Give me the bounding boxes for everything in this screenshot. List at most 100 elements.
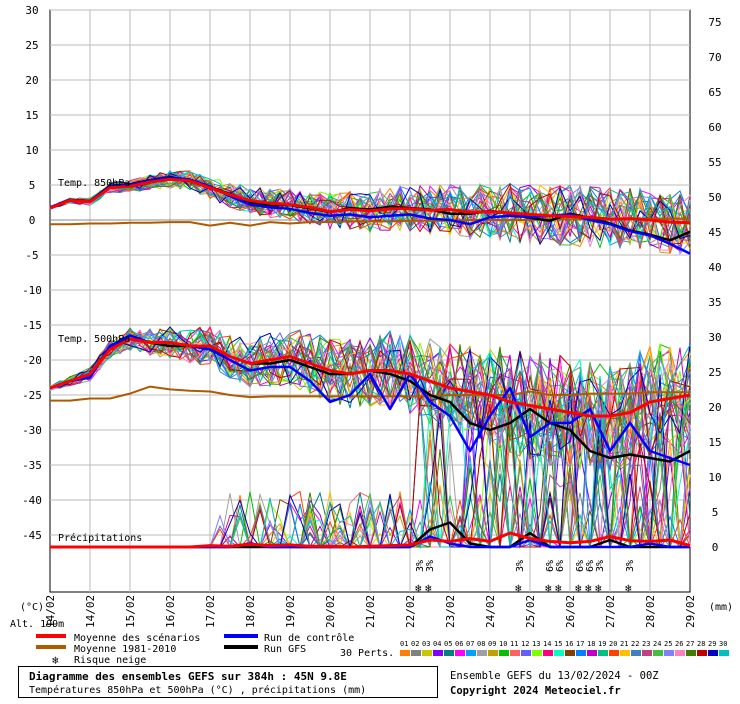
pert-number: 04 — [433, 640, 441, 648]
snow-icon: ❄ — [425, 582, 432, 595]
snow-risk-pct: 3% — [595, 560, 606, 572]
pert-number: 21 — [620, 640, 628, 648]
pert-color-box — [455, 650, 465, 656]
legend-gfs-label: Run GFS — [264, 644, 306, 655]
right-tick-label: 25 — [708, 366, 721, 379]
pert-line-500 — [49, 327, 691, 463]
left-tick-label: -35 — [22, 459, 42, 472]
pert-number: 03 — [422, 640, 430, 648]
chart-subtitle: Températures 850hPa et 500hPa (°C) , pré… — [29, 685, 367, 696]
pert-color-box — [708, 650, 718, 656]
pert-number: 29 — [708, 640, 716, 648]
pert-number: 16 — [565, 640, 573, 648]
pert-number: 08 — [477, 640, 485, 648]
x-axis-label: 15/02 — [124, 595, 137, 628]
pert-color-box — [631, 650, 641, 656]
right-tick-label: 60 — [708, 121, 721, 134]
right-tick-label: 10 — [708, 471, 721, 484]
snow-risk-pct: 3% — [625, 560, 636, 572]
legend-gfs-swatch — [224, 645, 258, 649]
left-tick-label: 15 — [25, 109, 38, 122]
legend-clim-swatch — [36, 645, 66, 649]
series-precip-moyenne-des-sc-narios — [50, 531, 691, 549]
snow-risk-pct: 3% — [415, 560, 426, 572]
x-axis-label: 14/02 — [84, 595, 97, 628]
x-axis-label: 25/02 — [524, 595, 537, 628]
pert-number: 20 — [609, 640, 617, 648]
pert-color-box — [543, 650, 553, 656]
pert-color-box — [675, 650, 685, 656]
pert-color-box — [642, 650, 652, 656]
pert-number: 05 — [444, 640, 452, 648]
pert-color-box — [400, 650, 410, 656]
legend-mean-swatch — [36, 634, 66, 638]
right-tick-label: 40 — [708, 261, 721, 274]
right-tick-label: 50 — [708, 191, 721, 204]
pert-number: 30 — [719, 640, 727, 648]
pert-color-box — [510, 650, 520, 656]
right-tick-label: 35 — [708, 296, 721, 309]
pert-color-box — [422, 650, 432, 656]
series-t500-moyenne-des-sc-narios — [49, 337, 691, 418]
precip-panel-label: Précipitations — [58, 532, 142, 544]
pert-color-box — [609, 650, 619, 656]
snow-icon: ❄ — [625, 582, 632, 595]
pert-color-box — [587, 650, 597, 656]
x-axis-label: 17/02 — [204, 595, 217, 628]
pert-color-box — [576, 650, 586, 656]
snow-icon: ❄ — [555, 582, 562, 595]
pert-line-500 — [49, 334, 691, 460]
copyright: Copyright 2024 Meteociel.fr — [450, 685, 621, 697]
snow-icon: ❄ — [585, 582, 592, 595]
x-axis-label: 28/02 — [644, 595, 657, 628]
pert-number: 07 — [466, 640, 474, 648]
t850-panel-label: Temp. 850hPa — [58, 178, 130, 189]
right-tick-label: 5 — [712, 506, 719, 519]
pert-color-box — [477, 650, 487, 656]
pert-color-box — [411, 650, 421, 656]
x-axis-label: 26/02 — [564, 595, 577, 628]
pert-color-box — [532, 650, 542, 656]
snow-icon: ❄ — [415, 582, 422, 595]
pert-number: 10 — [499, 640, 507, 648]
legend-control-label: Run de contrôle — [264, 632, 354, 644]
pert-number: 12 — [521, 640, 529, 648]
pert-number: 06 — [455, 640, 463, 648]
pert-line-500 — [49, 328, 691, 452]
pert-color-box — [433, 650, 443, 656]
legend: Moyenne des scénarios Moyenne 1981-2010 … — [36, 632, 729, 667]
pert-number: 24 — [653, 640, 661, 648]
pert-color-box — [697, 650, 707, 656]
left-axis-unit: (°C) — [20, 602, 44, 613]
pert-number: 19 — [598, 640, 606, 648]
legend-mean-label: Moyenne des scénarios — [74, 632, 200, 644]
legend-perts-label: 30 Perts. — [340, 648, 394, 659]
main-series-lines — [49, 176, 691, 549]
right-tick-label: 15 — [708, 436, 721, 449]
pert-number: 13 — [532, 640, 540, 648]
snow-icon: ❄ — [575, 582, 582, 595]
snow-icon: ❄ — [595, 582, 602, 595]
pert-color-box — [466, 650, 476, 656]
pert-color-box — [620, 650, 630, 656]
left-axis-ticks: 30 25 20 15 10 5 0 -5 -10 -15 -20 -25 -30 -35 -40 -45 — [22, 4, 42, 542]
pert-number: 15 — [554, 640, 562, 648]
pert-line-850 — [49, 173, 691, 244]
legend-snow-label: Risque neige — [74, 655, 146, 666]
right-tick-label: 70 — [708, 51, 721, 64]
right-tick-label: 65 — [708, 86, 721, 99]
snow-icon: ❄ — [52, 654, 59, 667]
x-axis-labels: 14/02 14/02 15/02 16/02 17/02 18/02 19/02 20/02… — [44, 595, 697, 628]
right-tick-label: 20 — [708, 401, 721, 414]
pert-color-box — [686, 650, 696, 656]
x-axis-label: 21/02 — [364, 595, 377, 628]
snow-risk-pct: 3% — [515, 560, 526, 572]
left-tick-label: 20 — [25, 74, 38, 87]
right-tick-label: 75 — [708, 16, 721, 29]
left-tick-label: 0 — [29, 214, 36, 227]
pert-color-box — [653, 650, 663, 656]
pert-number: 23 — [642, 640, 650, 648]
